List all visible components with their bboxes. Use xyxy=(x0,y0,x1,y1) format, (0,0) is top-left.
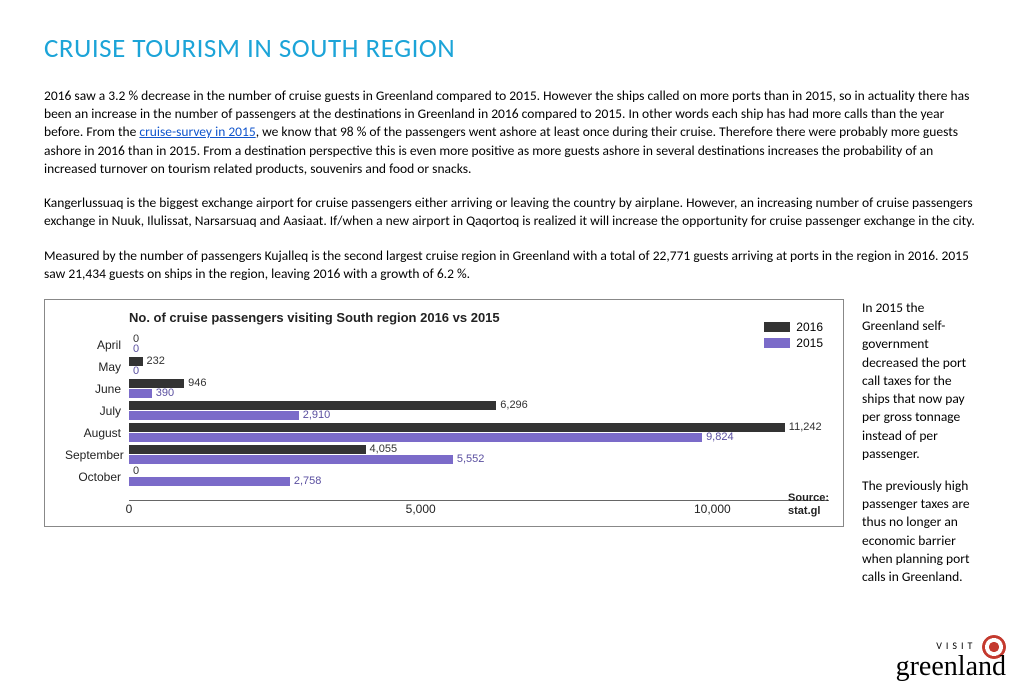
category-label: September xyxy=(65,449,121,461)
paragraph-3: Measured by the number of passengers Kuj… xyxy=(44,247,980,283)
value-label: 390 xyxy=(156,388,174,399)
bar-2015 xyxy=(129,455,453,464)
bar-2015 xyxy=(129,411,299,420)
chart-legend: 2016 2015 xyxy=(764,320,823,352)
chart-title: No. of cruise passengers visiting South … xyxy=(129,310,829,325)
bar-2016 xyxy=(129,445,366,454)
legend-swatch-2015 xyxy=(764,338,790,348)
category-label: August xyxy=(65,427,121,439)
value-label: 6,296 xyxy=(500,400,528,411)
bar-2015 xyxy=(129,389,152,398)
category-label: October xyxy=(65,471,121,483)
value-label: 11,242 xyxy=(789,422,822,433)
bar-2015 xyxy=(129,477,290,486)
value-label: 232 xyxy=(147,356,165,367)
logo-greenland-text: greenland xyxy=(896,657,1006,677)
value-label: 5,552 xyxy=(457,454,485,465)
value-label: 946 xyxy=(188,378,206,389)
side-para-2: The previously high passenger taxes are … xyxy=(862,477,980,586)
x-axis xyxy=(129,500,829,501)
paragraph-2: Kangerlussuaq is the biggest exchange ai… xyxy=(44,194,980,230)
legend-label-2016: 2016 xyxy=(796,320,823,334)
value-label: 0 xyxy=(133,344,139,355)
bar-2016 xyxy=(129,423,785,432)
passengers-chart: No. of cruise passengers visiting South … xyxy=(44,299,844,527)
x-tick: 10,000 xyxy=(694,502,731,516)
cruise-survey-link[interactable]: cruise-survey in 2015 xyxy=(139,123,255,140)
chart-source: Source:stat.gl xyxy=(788,492,829,518)
legend-swatch-2016 xyxy=(764,322,790,332)
value-label: 4,055 xyxy=(370,444,398,455)
value-label: 2,758 xyxy=(294,476,322,487)
legend-label-2015: 2015 xyxy=(796,336,823,350)
category-label: May xyxy=(65,361,121,373)
x-tick: 5,000 xyxy=(406,502,436,516)
category-label: April xyxy=(65,339,121,351)
category-label: July xyxy=(65,405,121,417)
value-label: 2,910 xyxy=(303,410,331,421)
x-tick: 0 xyxy=(126,502,133,516)
side-para-1: In 2015 the Greenland self-government de… xyxy=(862,299,980,463)
value-label: 0 xyxy=(133,366,139,377)
paragraph-1: 2016 saw a 3.2 % decrease in the number … xyxy=(44,87,980,178)
value-label: 9,824 xyxy=(706,432,734,443)
page-title: CRUISE TOURISM IN SOUTH REGION xyxy=(44,32,980,65)
category-label: June xyxy=(65,383,121,395)
bar-2015 xyxy=(129,433,702,442)
side-notes: In 2015 the Greenland self-government de… xyxy=(862,299,980,600)
chart-plot-area: April00May2320June946390July6,2962,910Au… xyxy=(129,333,829,501)
visit-greenland-logo: VISIT greenland xyxy=(896,635,1006,677)
value-label: 0 xyxy=(133,466,139,477)
